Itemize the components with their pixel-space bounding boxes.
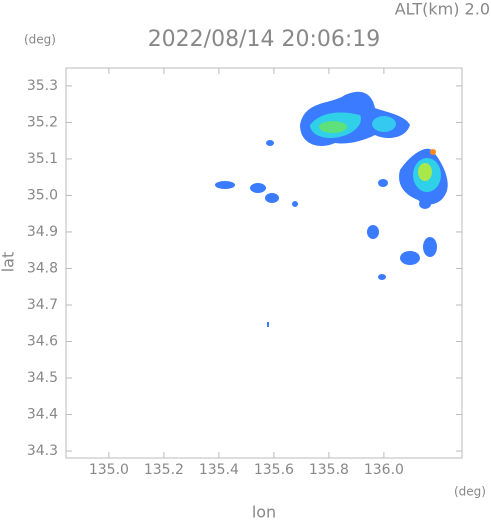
y-tick-label: 34.7 — [27, 297, 58, 313]
x-tick-label: 135.2 — [144, 462, 184, 478]
x-tick-label: 135.0 — [89, 462, 129, 478]
echo — [215, 181, 235, 189]
y-tick-label: 35.3 — [27, 78, 58, 94]
echo — [400, 251, 420, 265]
echo — [423, 237, 437, 257]
echo — [292, 201, 298, 207]
echo — [418, 163, 432, 181]
x-axis-label: lon — [252, 503, 276, 521]
y-unit: (deg) — [24, 33, 56, 47]
altitude-label: ALT(km) 2.0 — [395, 0, 490, 19]
echo — [250, 183, 266, 193]
y-tick-label: 34.6 — [27, 334, 58, 350]
x-tick-label: 135.4 — [199, 462, 239, 478]
y-tick-label: 35.0 — [27, 187, 58, 203]
echo — [378, 274, 386, 280]
y-tick-label: 34.8 — [27, 260, 58, 276]
echo — [430, 149, 436, 155]
y-tick-label: 34.5 — [27, 370, 58, 386]
y-tick-label: 34.4 — [27, 407, 58, 423]
x-tick-label: 136.0 — [364, 462, 404, 478]
x-tick-label: 135.6 — [254, 462, 294, 478]
echo — [378, 179, 388, 187]
y-axis-label: lat — [0, 252, 18, 273]
y-tick-label: 34.9 — [27, 224, 58, 240]
echo — [419, 199, 431, 209]
plot-frame — [65, 67, 463, 459]
echo — [265, 193, 279, 203]
echo — [367, 225, 379, 239]
echo — [372, 116, 396, 132]
y-tick-label: 34.3 — [27, 443, 58, 459]
x-unit: (deg) — [454, 485, 486, 499]
echo — [319, 121, 347, 133]
radar-echoes — [215, 91, 448, 327]
echo — [267, 322, 269, 327]
chart-title: 2022/08/14 20:06:19 — [148, 27, 381, 52]
y-tick-label: 35.2 — [27, 114, 58, 130]
x-tick-label: 135.8 — [309, 462, 349, 478]
y-tick-label: 35.1 — [27, 151, 58, 167]
echo — [266, 140, 274, 146]
